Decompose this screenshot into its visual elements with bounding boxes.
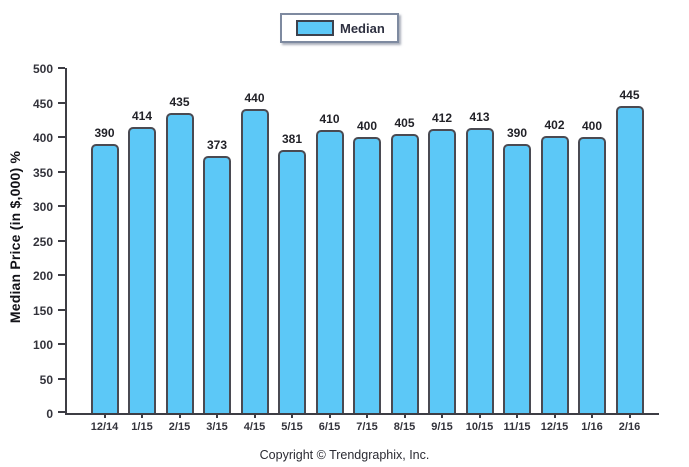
bar-value-label: 445 <box>619 87 640 102</box>
bar <box>578 137 606 413</box>
x-tick-label: 8/15 <box>393 421 416 433</box>
bar <box>540 135 569 413</box>
y-tick-label: 100 <box>32 338 53 352</box>
x-tick-mark <box>366 413 368 418</box>
y-tick-mark <box>58 67 65 69</box>
bar-value-label: 402 <box>544 117 565 132</box>
x-tick-mark <box>553 413 556 418</box>
bar <box>278 150 306 413</box>
y-tick-label: 450 <box>32 96 53 111</box>
x-tick-mark <box>178 413 181 418</box>
y-tick-label: 250 <box>32 234 53 249</box>
x-tick-label: 4/15 <box>243 421 266 433</box>
x-tick-label: 12/14 <box>90 421 119 433</box>
y-tick-label: 350 <box>32 165 53 180</box>
x-tick-mark <box>141 413 143 418</box>
bar <box>465 128 494 413</box>
x-tick-label: 10/15 <box>465 421 494 433</box>
legend: Median <box>280 13 399 43</box>
bar <box>315 130 344 413</box>
bar-value-label: 412 <box>431 110 453 125</box>
x-tick-mark <box>216 413 218 418</box>
x-tick-label: 7/15 <box>356 421 378 433</box>
y-tick-label: 500 <box>32 62 53 76</box>
y-tick-label: 400 <box>32 131 53 145</box>
bar <box>503 143 531 413</box>
x-tick-label: 2/15 <box>168 421 191 433</box>
bar-value-label: 435 <box>169 94 190 109</box>
x-tick-label: 2/16 <box>618 421 641 433</box>
x-tick-label: 1/16 <box>581 421 603 433</box>
y-tick-mark <box>58 274 65 276</box>
bar-value-label: 413 <box>469 110 490 125</box>
bar-value-label: 400 <box>356 119 378 133</box>
x-tick-mark <box>291 413 293 418</box>
x-tick-mark <box>403 413 406 418</box>
y-tick-label: 200 <box>32 269 53 283</box>
y-tick-mark <box>58 377 65 380</box>
y-tick-label: 300 <box>32 200 53 214</box>
legend-swatch-icon <box>296 20 334 36</box>
x-axis: 12/14 1/15 2/15 3/15 4/15 5/15 6/15 7/15 8/15 9/1… <box>67 413 659 439</box>
y-tick-mark <box>58 308 65 311</box>
y-tick-label: 0 <box>46 407 53 421</box>
x-tick-mark <box>253 413 256 418</box>
bar-value-label: 410 <box>319 112 340 127</box>
x-tick-mark <box>516 413 518 418</box>
y-tick-mark <box>58 101 65 104</box>
copyright-text: Copyright © Trendgraphix, Inc. <box>259 448 430 462</box>
bar <box>390 133 419 413</box>
bar-value-label: 373 <box>206 137 228 152</box>
bar-value-label: 440 <box>244 91 265 106</box>
x-tick-mark <box>591 413 593 418</box>
y-tick-label: 50 <box>39 372 53 387</box>
x-tick-mark <box>478 413 481 418</box>
y-tick-mark <box>58 343 65 345</box>
x-tick-label: 1/15 <box>131 421 153 433</box>
bar-value-label: 390 <box>94 125 115 140</box>
x-tick-label: 12/15 <box>540 421 569 433</box>
y-tick-label: 150 <box>32 303 53 318</box>
bar-value-label: 414 <box>131 109 153 124</box>
plot-area: 390 414 435 373 440 381 410 400 405 412 413 390 402 4… <box>65 68 659 415</box>
bar-value-label: 381 <box>281 132 303 147</box>
bar-value-label: 390 <box>506 125 528 140</box>
y-tick-mark <box>58 205 65 207</box>
x-tick-mark <box>328 413 331 418</box>
bar <box>353 137 381 413</box>
legend-label: Median <box>340 20 385 36</box>
x-tick-label: 9/15 <box>431 421 453 433</box>
x-tick-label: 11/15 <box>503 421 531 433</box>
x-tick-label: 3/15 <box>206 421 228 433</box>
bar <box>90 143 119 413</box>
x-tick-mark <box>628 413 631 418</box>
x-tick-mark <box>441 413 443 418</box>
x-tick-mark <box>103 413 106 418</box>
y-tick-mark <box>58 170 65 173</box>
bar <box>128 127 156 413</box>
bar <box>615 105 644 413</box>
bar-value-label: 400 <box>581 119 603 133</box>
y-tick-mark <box>58 239 65 242</box>
x-tick-label: 5/15 <box>281 421 303 433</box>
y-tick-mark <box>58 411 65 413</box>
y-tick-mark <box>58 136 65 138</box>
y-axis: 0 50 100 150 200 250 300 350 400 450 500 <box>0 62 65 421</box>
bar <box>240 109 269 413</box>
bar <box>203 155 231 413</box>
bar <box>428 128 456 413</box>
bar <box>165 112 194 413</box>
x-tick-label: 6/15 <box>318 421 341 433</box>
bar-value-label: 405 <box>394 115 415 130</box>
